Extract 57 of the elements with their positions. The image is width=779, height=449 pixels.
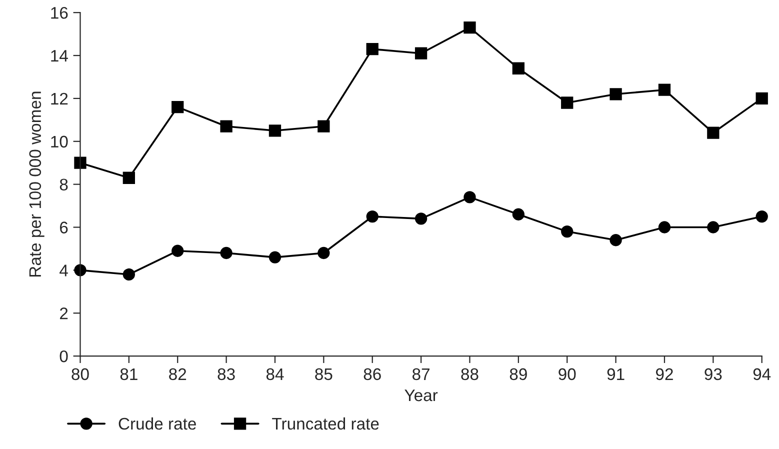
point [512, 208, 524, 220]
x-tick-label: 88 [461, 368, 478, 380]
x-tick-label: 86 [364, 368, 381, 380]
point [318, 246, 330, 260]
y-tick-label: 6 [60, 222, 68, 234]
x-tick-label: 91 [607, 368, 624, 380]
point [610, 88, 622, 100]
point [464, 22, 476, 34]
point [220, 120, 232, 132]
y-tick-label: 12 [51, 92, 68, 104]
x-tick-label: 83 [218, 368, 235, 380]
legend-label: Truncated rate [272, 417, 379, 430]
x-tick-label: 89 [510, 368, 527, 380]
point [172, 244, 184, 257]
point [366, 42, 378, 56]
x-tick-label: 93 [704, 368, 722, 380]
point [561, 96, 574, 109]
x-tick-label: 80 [72, 368, 89, 380]
point [658, 84, 671, 96]
y-tick-label: 4 [60, 264, 68, 276]
legend-label: Crude rate [118, 417, 196, 430]
point [122, 268, 135, 281]
point [512, 62, 524, 74]
point [464, 191, 476, 204]
point [268, 124, 282, 137]
x-tick-label: 90 [558, 368, 576, 380]
point [756, 92, 768, 105]
point [366, 210, 378, 223]
y-tick-label: 2 [60, 308, 68, 320]
y-axis-title: Rate per 100 000 women [29, 92, 44, 277]
point [707, 221, 720, 234]
point [318, 120, 330, 132]
point [707, 126, 720, 139]
point [172, 100, 184, 114]
x-tick-label: 84 [266, 368, 284, 380]
x-tick-label: 82 [169, 368, 186, 380]
x-axis-title: Year [404, 390, 438, 402]
point [122, 172, 135, 184]
point [414, 212, 428, 225]
point [756, 210, 768, 223]
point [268, 251, 282, 264]
y-tick-label: 0 [60, 350, 68, 362]
x-tick-label: 94 [753, 368, 771, 380]
y-tick-label: 8 [60, 178, 68, 191]
x-tick-label: 85 [315, 368, 332, 380]
x-tick-label: 81 [120, 368, 138, 380]
point [74, 156, 86, 169]
y-tick-label: 14 [51, 50, 68, 62]
point [610, 234, 622, 246]
y-tick-label: 10 [51, 136, 68, 148]
point [414, 47, 428, 60]
y-tick-label: 16 [51, 6, 68, 19]
x-tick-label: 87 [412, 368, 430, 380]
point [220, 246, 232, 260]
point [561, 225, 574, 238]
x-tick-label: 92 [656, 368, 673, 380]
point [658, 221, 671, 234]
